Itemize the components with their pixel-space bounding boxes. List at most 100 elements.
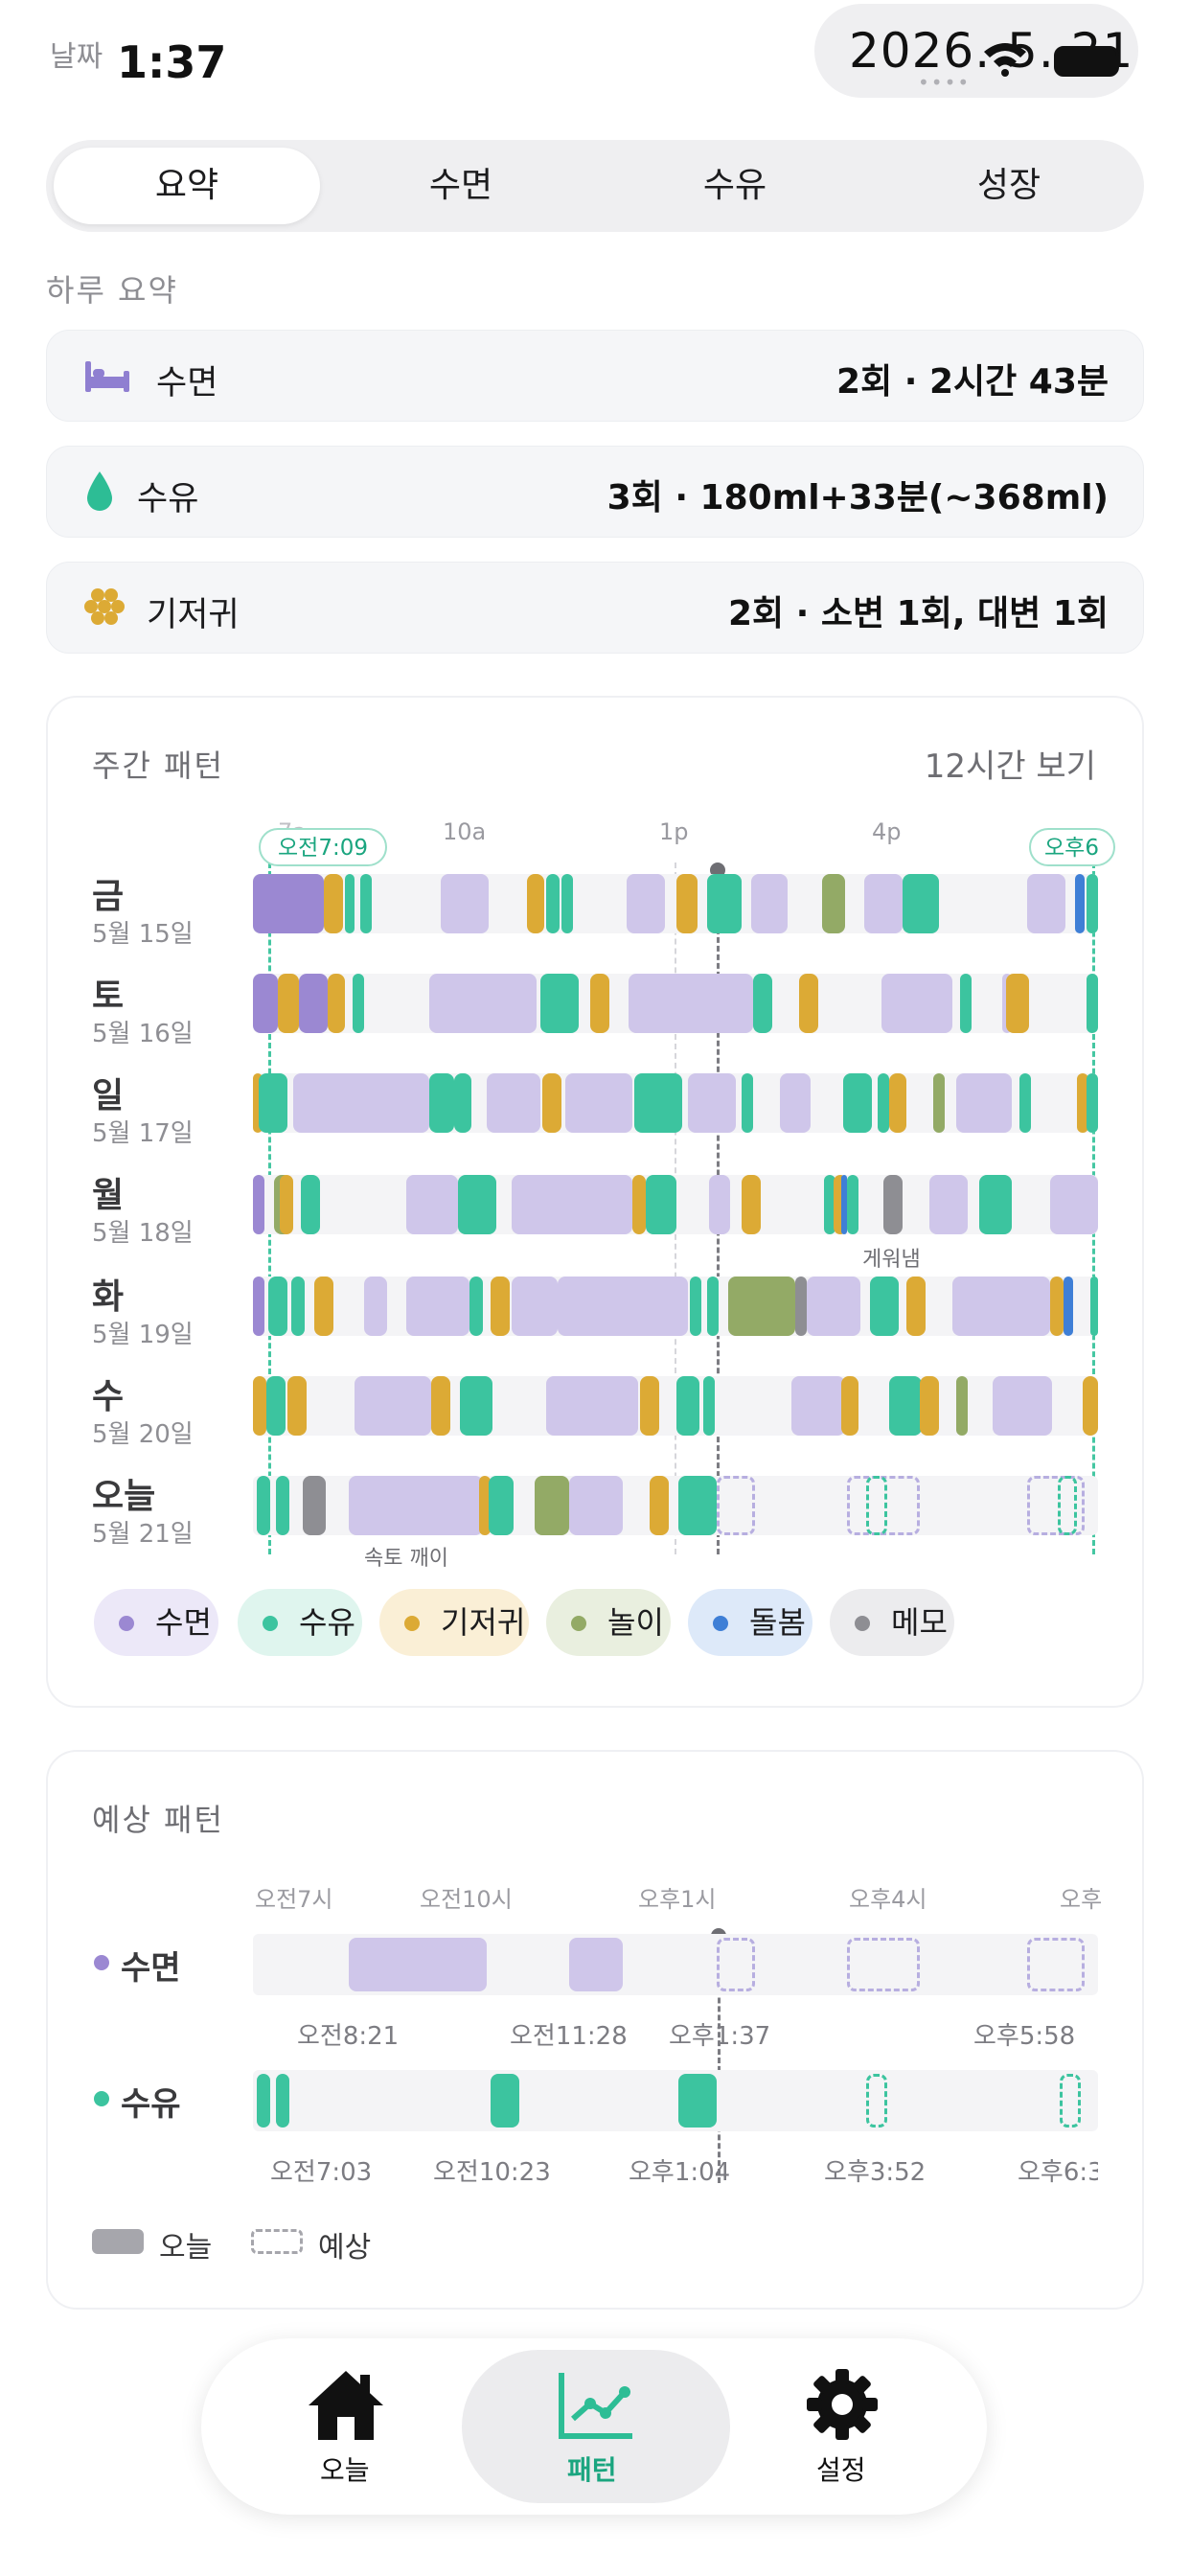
seg-feed[interactable] [703, 1376, 715, 1436]
seg-diaper[interactable] [479, 1476, 491, 1535]
seg-feed[interactable] [753, 974, 772, 1033]
seg-sleep[interactable] [881, 974, 952, 1033]
seg-feed[interactable] [676, 1376, 699, 1436]
seg-feed[interactable] [878, 1073, 889, 1133]
seg-play[interactable] [956, 1376, 968, 1436]
home-icon[interactable] [305, 2367, 387, 2448]
seg-feed[interactable] [360, 874, 372, 933]
seg-care[interactable] [1064, 1276, 1073, 1336]
seg-feed[interactable] [979, 1175, 1012, 1234]
seg-sleep[interactable] [406, 1276, 469, 1336]
seg-diaper[interactable] [841, 1376, 858, 1436]
seg-feed[interactable] [268, 1276, 287, 1336]
seg-feed[interactable] [491, 2074, 519, 2128]
seg-feed[interactable] [1019, 1073, 1031, 1133]
seg-feed[interactable] [1087, 874, 1098, 933]
seg-diaper[interactable] [287, 1376, 307, 1436]
seg-diaper[interactable] [280, 1175, 293, 1234]
seg-sleep[interactable] [780, 1073, 811, 1133]
seg-expected-sleep[interactable] [717, 1938, 755, 1991]
seg-feed[interactable] [345, 874, 355, 933]
seg-diaper[interactable] [742, 1175, 761, 1234]
seg-play[interactable] [933, 1073, 945, 1133]
legend-sleep[interactable]: 수면 [94, 1589, 218, 1656]
seg-sleep[interactable] [293, 1073, 429, 1133]
seg-sleep[interactable] [807, 1276, 860, 1336]
seg-sleep[interactable] [487, 1073, 540, 1133]
seg-diaper[interactable] [527, 874, 544, 933]
seg-sleep[interactable] [791, 1376, 845, 1436]
timeline-track-today[interactable] [253, 1476, 1098, 1535]
seg-sleep[interactable] [565, 1073, 632, 1133]
forecast-sleep-track[interactable] [253, 1934, 1098, 1995]
seg-sleep[interactable] [709, 1175, 730, 1234]
nav-label-today[interactable]: 오늘 [320, 2454, 370, 2486]
seg-expected-sleep[interactable] [1027, 1938, 1085, 1991]
view-12h-toggle[interactable]: 12시간 보기 [924, 748, 1096, 786]
seg-diaper[interactable] [253, 1073, 263, 1133]
seg-memo[interactable] [795, 1276, 807, 1336]
seg-sleep[interactable] [364, 1276, 387, 1336]
seg-feed[interactable] [889, 1376, 922, 1436]
seg-sleep[interactable] [429, 974, 537, 1033]
seg-feed[interactable] [1090, 1276, 1098, 1336]
seg-expected-sleep[interactable] [1027, 1476, 1085, 1535]
seg-feed[interactable] [460, 1376, 492, 1436]
seg-memo[interactable] [303, 1476, 326, 1535]
seg-expected-feed[interactable] [1060, 2074, 1081, 2128]
seg-diaper[interactable] [278, 974, 299, 1033]
legend-care[interactable]: 돌봄 [688, 1589, 812, 1656]
summary-feeding-row[interactable]: 수유 3회 · 180ml+33분(~368ml) [46, 446, 1144, 538]
seg-sleep[interactable] [546, 1376, 638, 1436]
seg-feed[interactable] [259, 1073, 287, 1133]
timeline-track-tue[interactable] [253, 1276, 1098, 1336]
seg-diaper[interactable] [889, 1073, 906, 1133]
seg-sleep[interactable] [627, 874, 665, 933]
seg-feed[interactable] [870, 1276, 899, 1336]
seg-sleep[interactable] [253, 1276, 264, 1336]
seg-sleep[interactable] [688, 1073, 736, 1133]
nav-label-settings[interactable]: 설정 [816, 2454, 866, 2486]
seg-feed[interactable] [454, 1073, 471, 1133]
seg-sleep[interactable] [751, 874, 788, 933]
legend-play[interactable]: 놀이 [546, 1589, 671, 1656]
seg-expected-feed[interactable] [866, 2074, 887, 2128]
chart-icon[interactable] [558, 2371, 634, 2444]
seg-feed[interactable] [707, 1276, 719, 1336]
timeline-track-wed[interactable] [253, 1376, 1098, 1436]
seg-feed[interactable] [489, 1476, 514, 1535]
seg-expected-sleep[interactable] [847, 1938, 920, 1991]
seg-sleep[interactable] [349, 1938, 487, 1991]
seg-feed[interactable] [257, 1476, 270, 1535]
nav-label-pattern[interactable]: 패턴 [567, 2454, 617, 2486]
seg-sleep[interactable] [406, 1175, 458, 1234]
seg-diaper[interactable] [328, 974, 345, 1033]
seg-feed[interactable] [1087, 974, 1098, 1033]
seg-feed[interactable] [561, 874, 573, 933]
seg-care[interactable] [841, 1175, 847, 1234]
seg-sleep[interactable] [355, 1376, 431, 1436]
seg-sleep[interactable] [558, 1276, 688, 1336]
seg-feed[interactable] [742, 1073, 753, 1133]
legend-memo[interactable]: 메모 [830, 1589, 954, 1656]
seg-diaper[interactable] [1006, 974, 1029, 1033]
seg-care[interactable] [1075, 874, 1085, 933]
seg-feed[interactable] [540, 974, 579, 1033]
seg-feed[interactable] [276, 2074, 289, 2128]
seg-sleep[interactable] [253, 874, 324, 933]
legend-diaper[interactable]: 기저귀 [379, 1589, 529, 1656]
tab-sleep[interactable]: 수면 [428, 166, 493, 205]
seg-sleep[interactable] [299, 974, 328, 1033]
seg-diaper[interactable] [650, 1476, 669, 1535]
seg-diaper[interactable] [920, 1376, 939, 1436]
seg-sleep[interactable] [864, 874, 903, 933]
seg-sleep[interactable] [253, 974, 278, 1033]
seg-feed[interactable] [301, 1175, 320, 1234]
summary-diaper-row[interactable]: 기저귀 2회 · 소변 1회, 대변 1회 [46, 562, 1144, 654]
seg-sleep[interactable] [512, 1175, 632, 1234]
timeline-track-mon[interactable] [253, 1175, 1098, 1234]
seg-play[interactable] [822, 874, 845, 933]
timeline-track-sat[interactable] [253, 974, 1098, 1033]
seg-sleep[interactable] [929, 1175, 968, 1234]
seg-diaper[interactable] [590, 974, 609, 1033]
